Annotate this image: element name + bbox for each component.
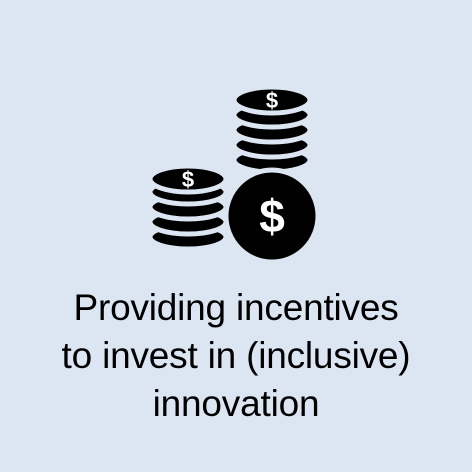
caption: Providing incentives to invest in (inclu…: [0, 284, 472, 428]
svg-text:$: $: [259, 190, 285, 242]
caption-line-1: Providing incentives: [73, 287, 399, 328]
svg-text:$: $: [182, 167, 194, 192]
caption-line-2: to invest in (inclusive): [61, 335, 411, 376]
coin-stacks-dollar-icon: $ $ $: [145, 82, 325, 262]
svg-text:$: $: [266, 88, 278, 113]
caption-line-3: innovation: [152, 383, 320, 424]
